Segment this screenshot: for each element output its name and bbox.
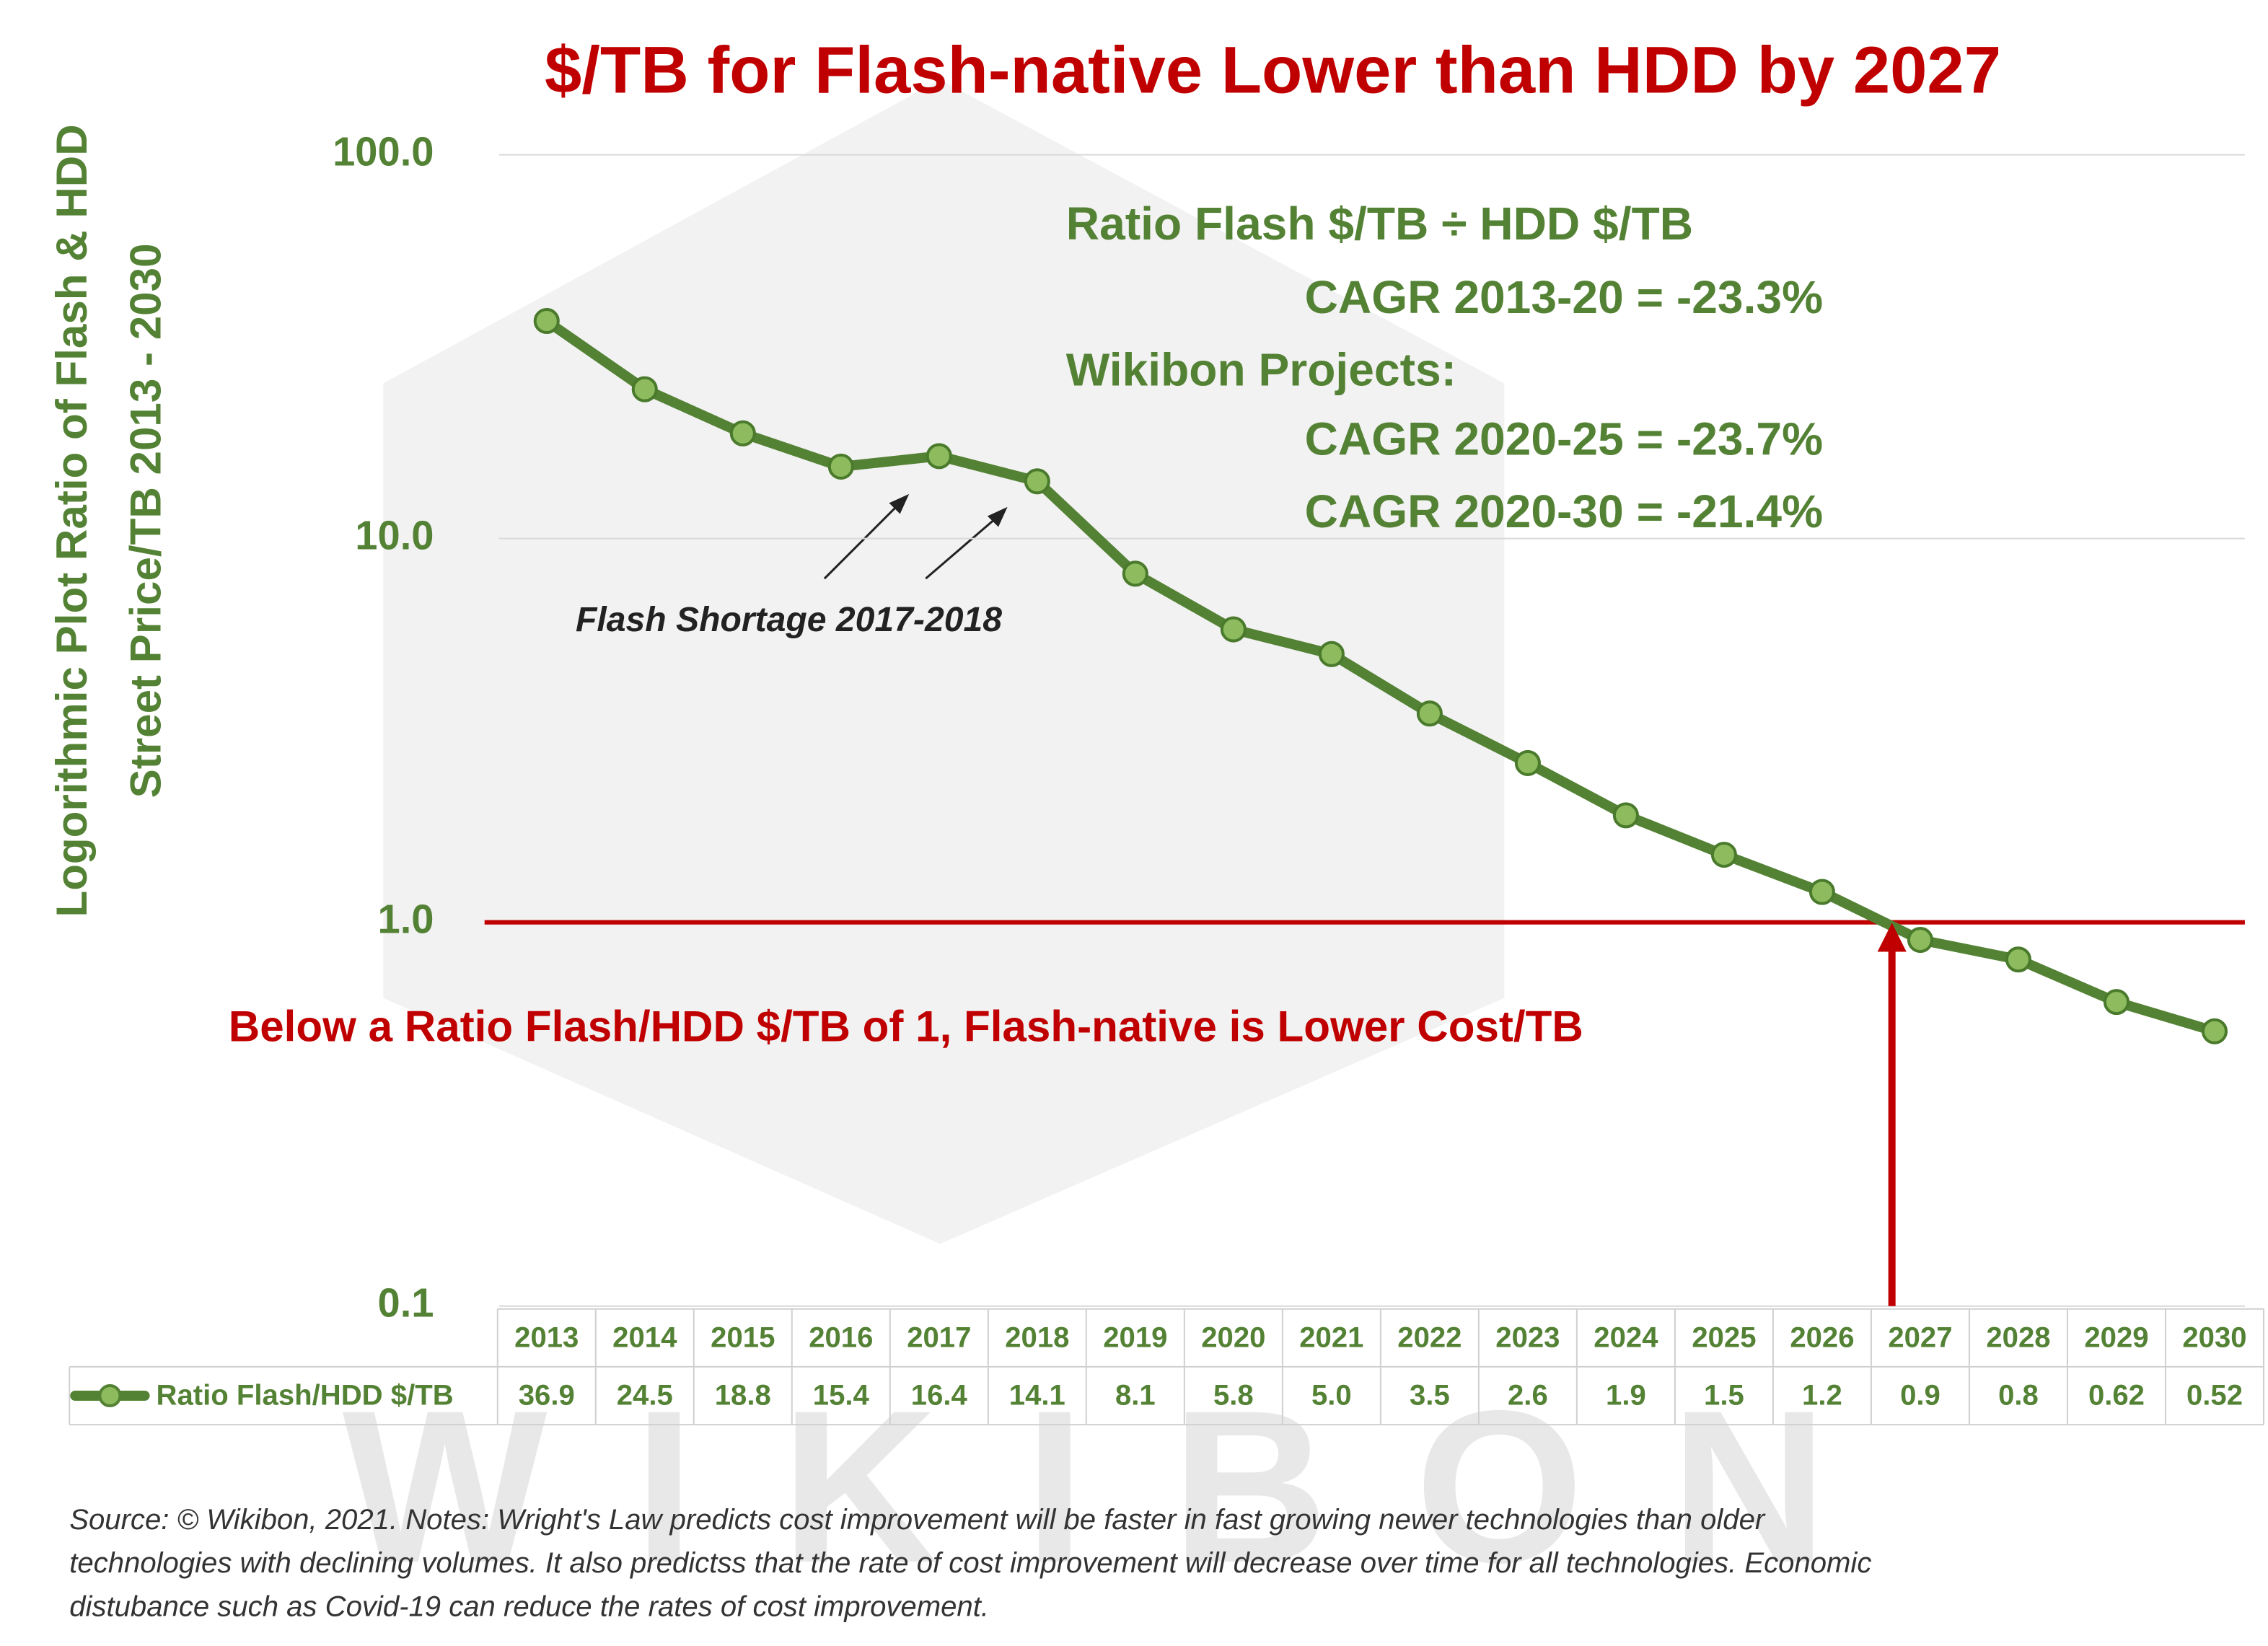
watermark-logo [383,79,1505,1244]
table-value: 14.1 [1009,1380,1065,1412]
x-tick-label: 2014 [612,1321,677,1353]
annotation-arrows [823,493,1008,580]
x-tick-label: 2016 [809,1321,873,1353]
table-value: 3.5 [1410,1380,1450,1412]
chart-title: $/TB for Flash-native Lower than HDD by … [545,33,2001,107]
callout: CAGR 2020-30 = -21.4% [1305,485,1824,537]
annotation: Flash Shortage 2017-2018 [576,600,1002,639]
legend-marker [98,1383,122,1408]
table-value: 2.6 [1508,1380,1548,1412]
x-tick-label: 2029 [2084,1321,2148,1353]
legend-label: Ratio Flash/HDD $/TB [157,1380,454,1412]
x-tick-label: 2030 [2182,1321,2246,1353]
x-tick-label: 2021 [1299,1321,1363,1353]
data-point [1024,468,1050,495]
y-axis-label: Street Price/TB 2013 - 2030 [121,243,170,798]
table-value: 0.62 [2088,1380,2145,1412]
x-tick-label: 2017 [907,1321,971,1353]
data-point [926,443,952,470]
callout: CAGR 2013-20 = -23.3% [1305,271,1824,323]
x-tick-label: 2024 [1594,1321,1658,1353]
arrow-head [1877,923,1907,952]
y-tick-label: 10.0 [355,512,434,558]
data-point [2201,1018,2228,1044]
table-value: 5.8 [1213,1380,1254,1412]
data-point [827,453,854,480]
data-point [1514,749,1541,776]
table-value: 24.5 [617,1380,673,1412]
callout: CAGR 2020-25 = -23.7% [1305,413,1824,465]
data-point [729,420,756,446]
y-tick-label: 1.0 [377,897,434,942]
data-point [1122,560,1148,587]
watermark: WIKIBON [343,1365,1915,1608]
data-point [631,376,658,402]
data-point [1907,926,1933,954]
y-tick-label: 0.1 [377,1280,434,1326]
data-point [1710,841,1737,868]
table-value: 18.8 [715,1380,771,1412]
source-note: distubance such as Covid-19 can reduce t… [69,1590,989,1622]
data-point [1612,802,1639,829]
data-point [1318,641,1345,667]
table-value: 0.52 [2186,1380,2243,1412]
callout: Ratio Flash $/TB ÷ HDD $/TB [1066,198,1693,250]
table-value: 8.1 [1115,1380,1156,1412]
x-tick-label: 2020 [1201,1321,1265,1353]
table-value: 15.4 [813,1380,870,1412]
x-tick-label: 2023 [1495,1321,1560,1353]
x-tick-label: 2015 [711,1321,775,1353]
table-value: 16.4 [911,1380,968,1412]
y-tick-label: 100.0 [333,128,434,174]
series-line [543,317,2217,1037]
source-note: Source: © Wikibon, 2021. Notes: Wright's… [69,1504,1766,1536]
callout: Wikibon Projects: [1066,343,1456,395]
x-tick-label: 2018 [1005,1321,1069,1353]
data-point [1416,700,1443,727]
source-note: technologies with declining volumes. It … [69,1547,1871,1579]
data-point [1808,879,1835,905]
table-value: 36.9 [519,1380,575,1412]
table-value: 1.5 [1704,1380,1744,1412]
table-value: 5.0 [1311,1380,1352,1412]
data-point [2005,946,2031,973]
x-tick-label: 2026 [1790,1321,1854,1353]
x-tick-label: 2013 [514,1321,579,1353]
x-tick-label: 2027 [1888,1321,1952,1353]
table-value: 1.2 [1802,1380,1842,1412]
x-tick-label: 2025 [1692,1321,1756,1353]
threshold-note: Below a Ratio Flash/HDD $/TB of 1, Flash… [229,1003,1583,1051]
table-value: 1.9 [1606,1380,1646,1412]
y-axis-label: Logorithmic Plot Ratio of Flash & HDD [48,124,96,917]
x-tick-label: 2022 [1397,1321,1462,1353]
x-tick-label: 2019 [1103,1321,1167,1353]
table-value: 0.8 [1998,1380,2039,1412]
data-point [533,307,560,335]
data-point [2103,989,2130,1016]
data-point [1220,616,1247,643]
table-value: 0.9 [1900,1380,1940,1412]
x-tick-label: 2028 [1986,1321,2050,1353]
